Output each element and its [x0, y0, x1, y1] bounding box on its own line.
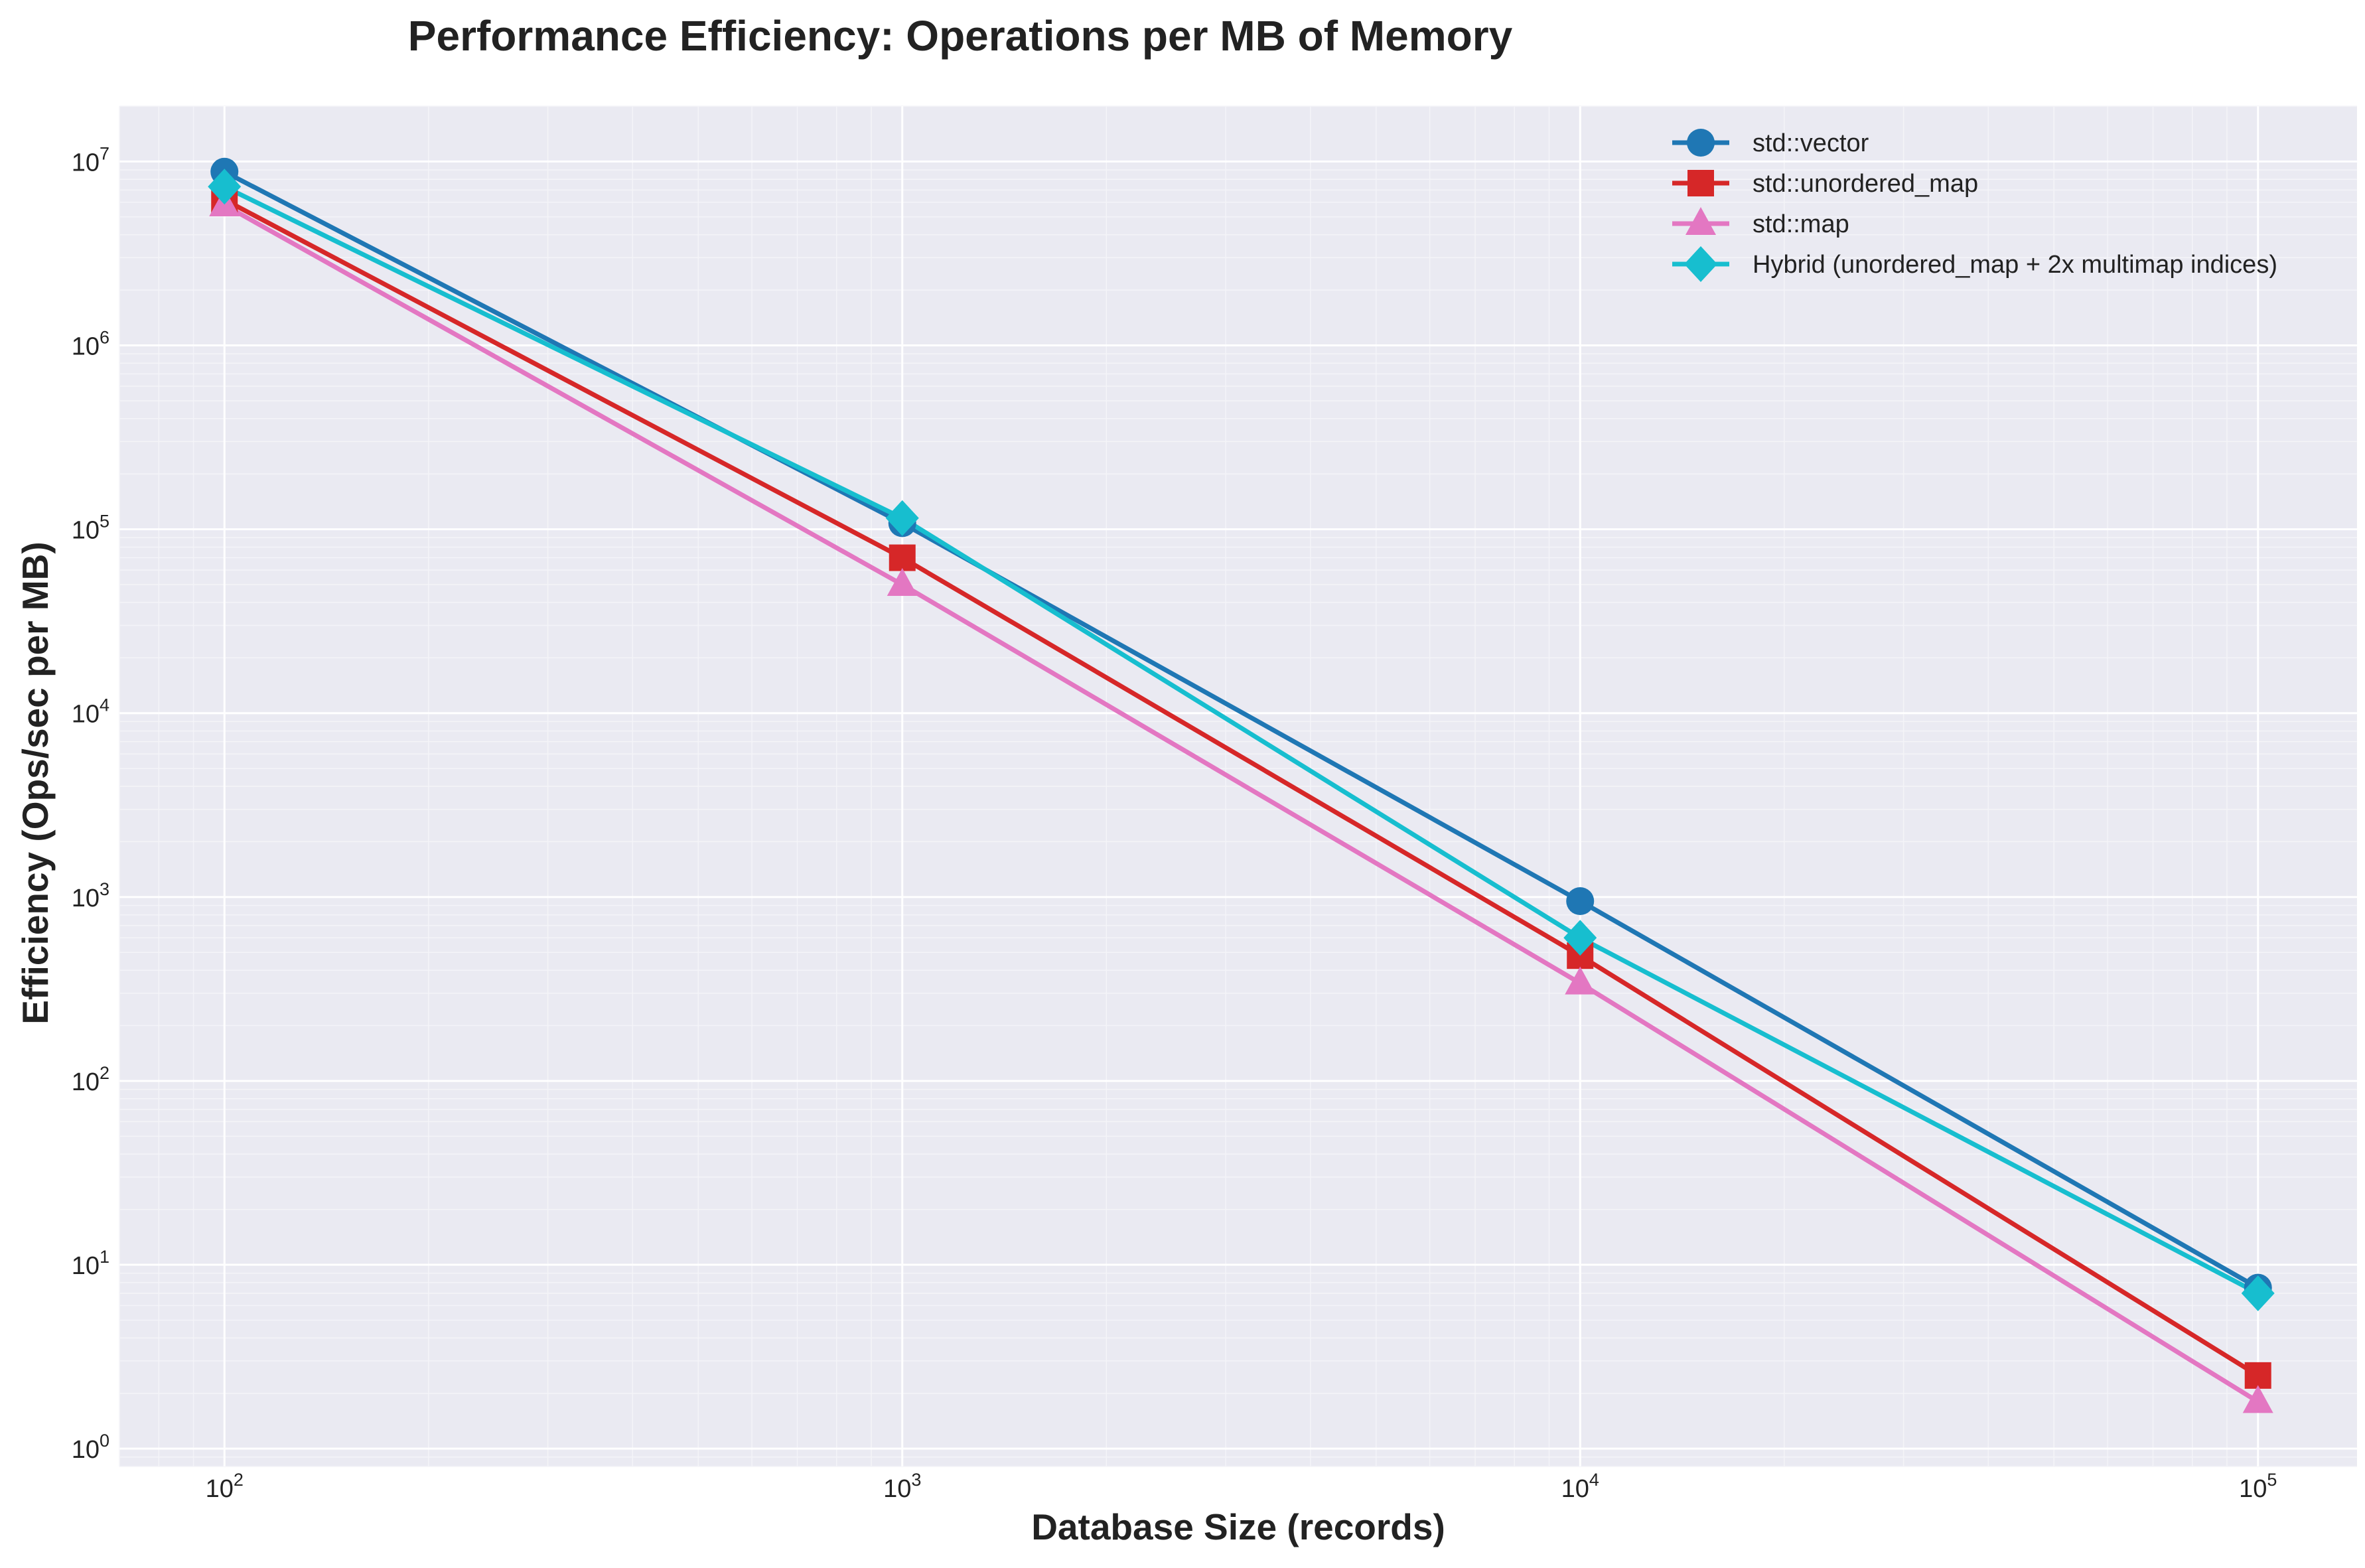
series-line-0	[223, 169, 2259, 1290]
x-tick-label: 102	[206, 1470, 244, 1503]
y-tick-label: 105	[72, 512, 109, 545]
y-axis-label: Efficiency (Ops/sec per MB)	[15, 541, 56, 1024]
legend-label: Hybrid (unordered_map + 2x multimap indi…	[1753, 251, 2277, 279]
legend-label: std::unordered_map	[1753, 170, 1978, 198]
data-point	[887, 568, 918, 597]
x-tick-label: 105	[2239, 1470, 2277, 1503]
y-tick-label: 107	[72, 143, 109, 177]
legend-marker	[1684, 246, 1717, 282]
data-point	[2241, 1275, 2275, 1311]
chart-title: Performance Efficiency: Operations per M…	[408, 12, 1513, 60]
legend-item: std::vector	[1672, 129, 1869, 157]
data-point	[1563, 920, 1597, 956]
legend-marker	[1687, 170, 1714, 196]
data-point	[2244, 1362, 2271, 1389]
y-tick-label: 100	[72, 1431, 109, 1464]
y-tick-label: 103	[72, 879, 109, 912]
data-point	[2242, 1385, 2273, 1413]
y-tick-label: 102	[72, 1063, 109, 1096]
data-point	[208, 169, 242, 205]
legend-label: std::map	[1753, 210, 1849, 238]
legend-marker	[1685, 207, 1716, 235]
y-tick-label: 101	[72, 1247, 109, 1280]
series-line-1	[223, 197, 2259, 1378]
x-axis-label: Database Size (records)	[1031, 1506, 1445, 1547]
x-tick-label: 104	[1561, 1470, 1599, 1503]
series-line-3	[223, 184, 2259, 1296]
series-line-2	[223, 202, 2259, 1404]
legend-label: std::vector	[1753, 129, 1869, 157]
data-point	[885, 500, 919, 536]
legend-item: std::map	[1672, 207, 1849, 238]
data-point	[889, 544, 916, 571]
legend-item: std::unordered_map	[1672, 170, 1978, 198]
y-tick-label: 106	[72, 328, 109, 361]
legend-marker	[1687, 129, 1715, 157]
data-point	[1566, 887, 1595, 916]
x-tick-label: 103	[883, 1470, 921, 1503]
data-point	[1565, 966, 1596, 995]
y-tick-label: 104	[72, 695, 109, 729]
legend-item: Hybrid (unordered_map + 2x multimap indi…	[1672, 246, 2277, 282]
